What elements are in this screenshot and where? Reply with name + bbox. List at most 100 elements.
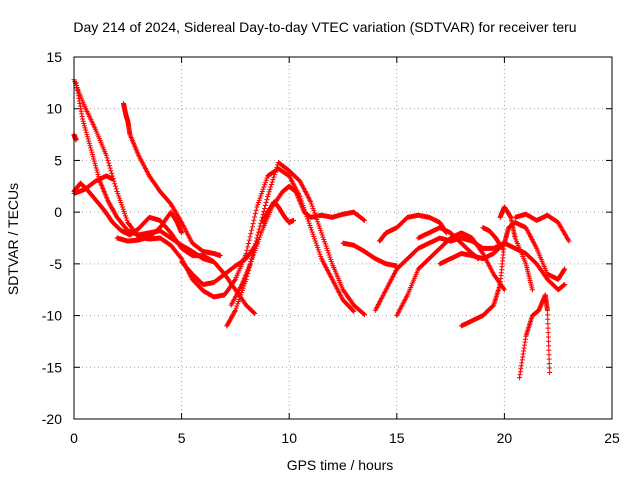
y-axis-label: SDTVAR / TECUs (5, 183, 21, 295)
data-point (309, 203, 315, 209)
data-point (113, 186, 119, 192)
data-point (262, 180, 268, 186)
data-point (249, 227, 255, 233)
data-point (311, 208, 317, 214)
data-point (86, 138, 92, 144)
series-track-22 (480, 225, 505, 251)
data-point (479, 249, 485, 255)
data-point (249, 224, 255, 230)
data-point (545, 321, 551, 327)
y-tick-label: -15 (42, 359, 62, 375)
data-point (124, 217, 130, 223)
data-point (104, 155, 110, 161)
data-point (529, 287, 535, 293)
data-point (91, 158, 97, 164)
data-point (254, 241, 260, 247)
data-point (254, 204, 260, 210)
data-point (259, 191, 265, 197)
data-point (272, 169, 278, 175)
data-point (265, 191, 271, 197)
data-point (252, 211, 258, 217)
data-point (308, 199, 314, 205)
grid (74, 57, 612, 419)
data-point (260, 186, 266, 192)
data-point (89, 149, 95, 155)
y-tick-label: 5 (54, 152, 62, 168)
y-tick-label: 15 (46, 49, 62, 65)
data-point (122, 213, 128, 219)
data-point (274, 164, 280, 170)
data-point (271, 174, 277, 180)
data-point (262, 182, 268, 188)
data-point (80, 118, 86, 124)
data-point (81, 123, 87, 129)
data-point (244, 247, 250, 253)
series-track-1 (71, 77, 357, 314)
data-point (545, 316, 551, 322)
data-point (262, 205, 268, 211)
data-point (257, 223, 263, 229)
data-point (269, 181, 275, 187)
data-point (110, 176, 116, 182)
series-track-21 (516, 292, 553, 381)
data-point (234, 303, 240, 309)
data-point (217, 253, 223, 259)
data-point (247, 234, 253, 240)
data-point (562, 282, 568, 288)
data-point (318, 230, 324, 236)
data-point (105, 157, 111, 163)
data-point (120, 206, 126, 212)
data-point (86, 140, 92, 146)
data-point (262, 202, 268, 208)
data-point (267, 186, 273, 192)
data-point (248, 259, 254, 265)
y-tick-label: 10 (46, 101, 62, 117)
data-point (319, 232, 325, 238)
data-point (325, 250, 331, 256)
data-point (268, 184, 274, 190)
data-point (265, 194, 271, 200)
data-point (311, 234, 317, 240)
data-point (322, 241, 328, 247)
data-point (87, 143, 93, 149)
data-point (83, 129, 89, 135)
data-point (91, 156, 97, 162)
data-point (235, 299, 241, 305)
series-track-7 (114, 209, 185, 244)
data-point (546, 338, 552, 344)
data-point (264, 197, 270, 203)
data-point (321, 236, 327, 242)
data-point (95, 171, 101, 177)
data-point (306, 220, 312, 226)
data-point (308, 225, 314, 231)
data-point (179, 230, 185, 236)
data-point (362, 217, 368, 223)
x-tick-label: 15 (389, 430, 405, 446)
data-point (84, 132, 90, 138)
data-point (256, 197, 262, 203)
data-point (258, 193, 264, 199)
data-point (261, 184, 267, 190)
data-point (255, 239, 261, 245)
data-point (92, 160, 98, 166)
data-point (250, 221, 256, 227)
data-point (252, 214, 258, 220)
data-point (236, 296, 242, 302)
data-point (324, 245, 330, 251)
data-point (232, 309, 238, 315)
data-point (323, 243, 329, 249)
x-tick-label: 0 (70, 430, 78, 446)
data-point (232, 277, 238, 283)
series-track-3 (71, 180, 258, 317)
series-track-14 (377, 212, 449, 244)
data-point (328, 259, 334, 265)
data-point (546, 356, 552, 362)
data-point (109, 170, 115, 176)
data-point (83, 127, 89, 133)
data-point (82, 125, 88, 131)
data-point (544, 307, 550, 313)
series-track-6 (120, 101, 223, 259)
y-tick-label: -10 (42, 308, 62, 324)
y-tick-label: -20 (42, 411, 62, 427)
x-tick-label: 25 (604, 430, 620, 446)
